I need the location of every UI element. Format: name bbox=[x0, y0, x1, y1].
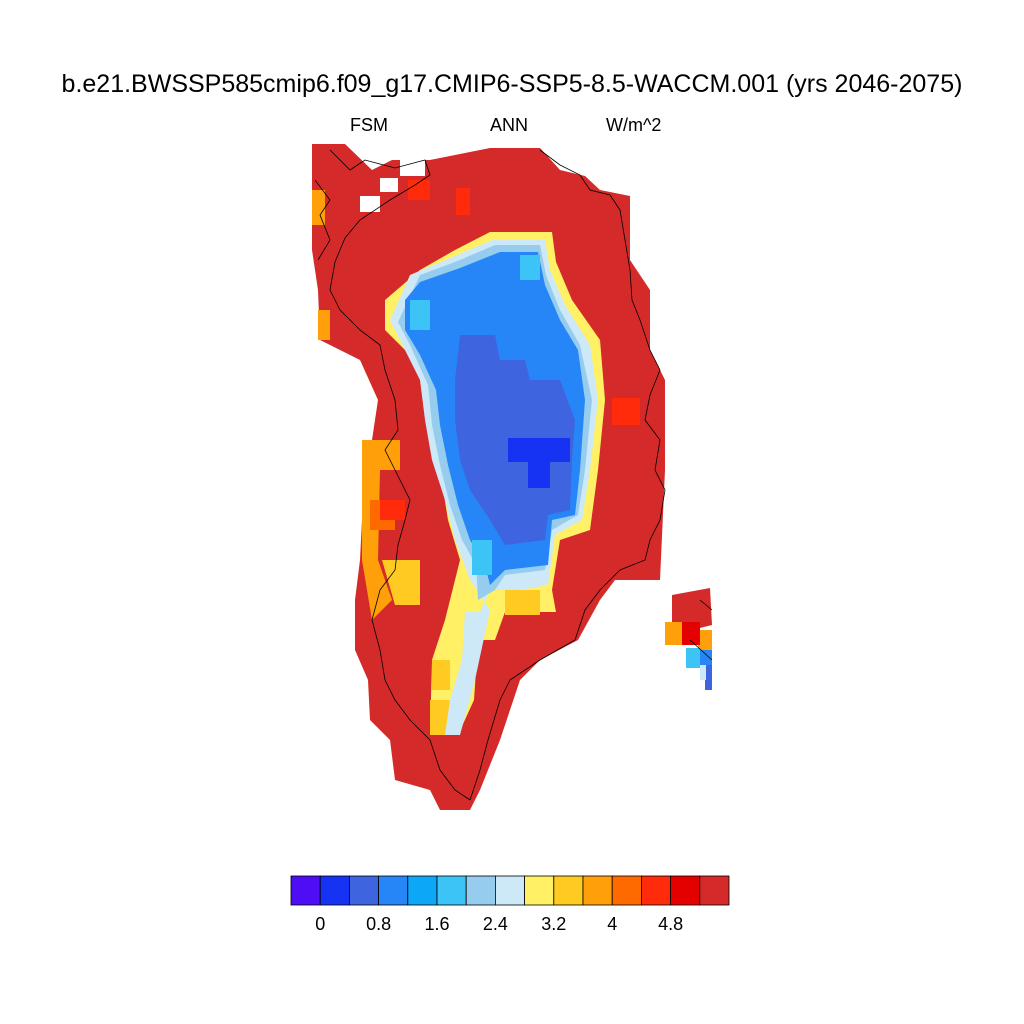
colorbar-tick-label: 0.8 bbox=[366, 914, 391, 934]
season-label: ANN bbox=[490, 115, 529, 135]
map-field-region bbox=[312, 144, 665, 810]
plot-title: b.e21.BWSSP585cmip6.f09_g17.CMIP6-SSP5-8… bbox=[61, 70, 963, 98]
colorbar-boxes bbox=[290, 875, 730, 906]
map-east-fragment bbox=[665, 588, 712, 690]
colorbar-box bbox=[348, 875, 379, 906]
colorbar-tick-label: 4 bbox=[607, 914, 617, 934]
colorbar-box bbox=[553, 875, 584, 906]
colorbar-box bbox=[670, 875, 701, 906]
colorbar-box bbox=[465, 875, 496, 906]
colorbar-tick-labels: 0 0.8 1.6 2.4 3.2 4 4.8 bbox=[315, 914, 683, 934]
colorbar-box bbox=[436, 875, 467, 906]
colorbar-box bbox=[699, 875, 730, 906]
colorbar-box bbox=[641, 875, 672, 906]
colorbar-tick-label: 1.6 bbox=[424, 914, 449, 934]
units-label: W/m^2 bbox=[606, 115, 662, 135]
colorbar-tick-label: 3.2 bbox=[541, 914, 566, 934]
colorbar-box bbox=[582, 875, 613, 906]
variable-label: FSM bbox=[350, 115, 388, 135]
colorbar-box bbox=[494, 875, 525, 906]
colorbar-tick-label: 0 bbox=[315, 914, 325, 934]
colorbar-box bbox=[378, 875, 409, 906]
colorbar-tick-label: 4.8 bbox=[658, 914, 683, 934]
colorbar-box bbox=[524, 875, 555, 906]
colorbar-box bbox=[407, 875, 438, 906]
colorbar-box bbox=[290, 875, 321, 906]
colorbar-box bbox=[319, 875, 350, 906]
colorbar-box bbox=[611, 875, 642, 906]
colorbar-tick-label: 2.4 bbox=[483, 914, 508, 934]
coastline bbox=[314, 149, 713, 801]
